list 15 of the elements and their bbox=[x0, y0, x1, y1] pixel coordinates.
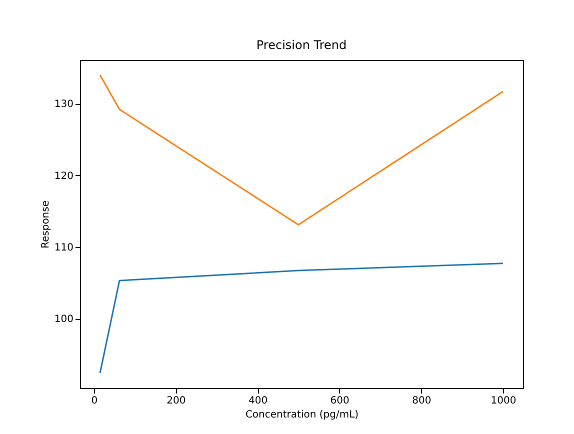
x-tick-label: 1000 bbox=[490, 396, 516, 406]
chart-title: Precision Trend bbox=[256, 38, 347, 52]
y-tick-label: 100 bbox=[54, 314, 74, 326]
x-tick-label: 200 bbox=[166, 396, 186, 406]
x-tick-label: 600 bbox=[330, 396, 350, 406]
y-tick-label: 110 bbox=[54, 242, 74, 254]
line-series bbox=[99, 262, 504, 374]
y-tick-label: 130 bbox=[54, 99, 74, 110]
x-tick-label: 0 bbox=[91, 396, 98, 406]
y-tick-label: 120 bbox=[54, 170, 74, 182]
x-tick-label: 400 bbox=[248, 396, 268, 406]
x-axis-title: Concentration (pg/mL) bbox=[245, 410, 359, 420]
line-series bbox=[99, 74, 504, 226]
y-axis-title: Response bbox=[40, 200, 52, 249]
x-tick-label: 800 bbox=[412, 396, 432, 406]
